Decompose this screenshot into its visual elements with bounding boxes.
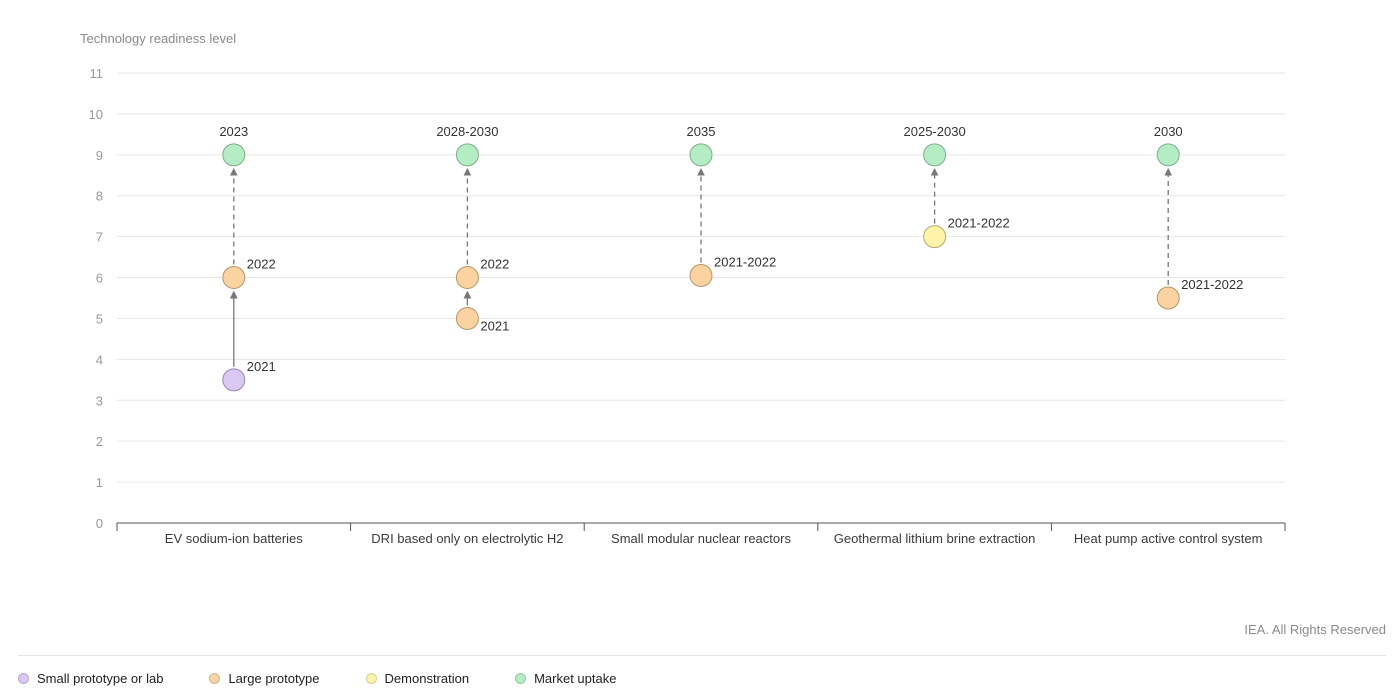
trl-point-label-3: 2021 (480, 318, 509, 333)
trl-chart: Technology readiness level 0 1 2 3 4 5 6 7 8 9 10 11… (80, 31, 1286, 546)
trl-point-label-1: 2022 (247, 257, 276, 272)
y-tick-label-0: 0 (96, 516, 103, 531)
legend-item-market-uptake[interactable]: Market uptake (515, 671, 616, 686)
y-tick-label-6: 6 (96, 271, 103, 286)
legend-swatch-market-uptake (515, 673, 527, 684)
x-tick-label-0: EV sodium-ion batteries (165, 531, 304, 546)
x-tick-label-1: DRI based only on electrolytic H2 (371, 531, 563, 546)
legend-swatch-demonstration (365, 673, 377, 684)
y-tick-label-4: 4 (96, 352, 103, 367)
trl-point-6 (689, 264, 713, 287)
legend-swatch-large-prototype (209, 673, 221, 684)
legend: Small prototype or lab Large prototype D… (18, 671, 662, 686)
x-tick-label-3: Geothermal lithium brine extraction (834, 531, 1036, 546)
legend-item-small-prototype[interactable]: Small prototype or lab (18, 671, 163, 686)
trl-point-0 (222, 368, 246, 392)
legend-item-large-prototype[interactable]: Large prototype (209, 671, 320, 686)
y-tick-label-3: 3 (96, 393, 103, 408)
x-tick-label-2: Small modular nuclear reactors (611, 531, 791, 546)
trl-point-3 (455, 306, 479, 330)
y-tick-label-1: 1 (96, 475, 103, 490)
y-tick-label-2: 2 (96, 434, 103, 449)
trl-point-1 (222, 266, 246, 290)
trl-point-5 (455, 143, 479, 167)
legend-label-large-prototype: Large prototype (228, 671, 320, 686)
trl-point-label-10: 2021-2022 (1181, 277, 1243, 292)
trl-point-label-5: 2028-2030 (436, 124, 498, 139)
legend-label-small-prototype: Small prototype or lab (37, 671, 164, 686)
x-tick-label-4: Heat pump active control system (1074, 531, 1263, 546)
trl-point-label-2: 2023 (219, 124, 248, 139)
y-tick-label-8: 8 (96, 189, 103, 204)
trl-point-7 (689, 143, 713, 167)
trl-point-label-0: 2021 (247, 359, 276, 374)
y-tick-label-9: 9 (96, 148, 103, 163)
y-tick-label-7: 7 (96, 230, 103, 245)
trl-point-10 (1156, 286, 1180, 310)
trl-point-9 (923, 143, 947, 167)
y-axis-title: Technology readiness level (80, 31, 236, 46)
trl-point-label-11: 2030 (1154, 124, 1183, 139)
trl-point-8 (923, 225, 947, 249)
trl-point-label-4: 2022 (480, 257, 509, 272)
trl-point-11 (1156, 143, 1180, 167)
legend-label-market-uptake: Market uptake (534, 671, 617, 686)
trl-point-label-7: 2035 (687, 124, 716, 139)
legend-swatch-small-prototype (18, 673, 29, 684)
y-tick-label-10: 10 (89, 107, 103, 122)
legend-label-demonstration: Demonstration (384, 671, 470, 686)
trl-point-4 (455, 266, 479, 290)
y-tick-label-5: 5 (96, 311, 103, 326)
y-tick-label-11: 11 (90, 66, 104, 81)
legend-divider (18, 655, 1386, 656)
trl-point-label-9: 2025-2030 (904, 124, 966, 139)
legend-item-demonstration[interactable]: Demonstration (365, 671, 470, 686)
trl-point-2 (222, 143, 246, 167)
trl-point-label-8: 2021-2022 (948, 216, 1010, 231)
copyright-note: IEA. All Rights Reserved (1244, 622, 1386, 637)
trl-point-label-6: 2021-2022 (714, 255, 776, 270)
